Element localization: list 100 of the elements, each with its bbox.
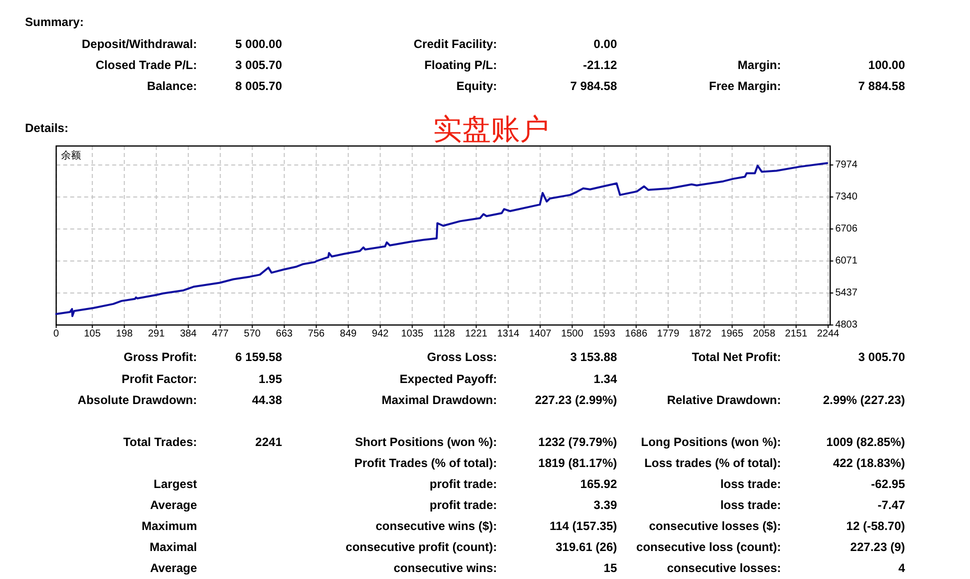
- x-tick-label: 1593: [593, 328, 616, 340]
- x-tick-label: 1314: [497, 328, 520, 340]
- text: 3 005.70: [235, 58, 282, 72]
- text: 227.23 (9): [850, 540, 906, 554]
- x-tick-label: 942: [372, 328, 390, 340]
- chart-title: Details:: [25, 121, 68, 135]
- text: 422 (18.83%): [832, 456, 906, 470]
- text: 7 984.58: [570, 79, 618, 93]
- x-tick-label: 1407: [529, 328, 552, 340]
- x-tick-label: 1221: [465, 328, 488, 340]
- text: Summary:: [25, 15, 84, 29]
- text: 4: [898, 561, 906, 575]
- x-tick-label: 756: [308, 328, 326, 340]
- text: Deposit/Withdrawal:: [82, 37, 197, 51]
- y-tick-label: 5437: [835, 288, 858, 299]
- text: Long Positions (won %):: [641, 435, 781, 449]
- text: Balance:: [146, 79, 197, 93]
- text: Gross Loss:: [426, 350, 497, 364]
- x-tick-label: 1128: [433, 328, 456, 340]
- x-tick-label: 570: [244, 328, 262, 340]
- text: Floating P/L:: [424, 58, 497, 72]
- text: loss trade:: [720, 498, 781, 512]
- text: Margin:: [738, 58, 781, 72]
- text: Largest: [154, 477, 197, 491]
- text: Loss trades (% of total):: [644, 456, 781, 470]
- y-tick-label: 4803: [835, 320, 858, 330]
- text: 8 005.70: [235, 79, 282, 93]
- x-tick-label: 849: [340, 328, 358, 340]
- x-tick-label: 105: [84, 328, 102, 340]
- text: Maximum: [142, 519, 197, 533]
- text: Free Margin:: [708, 79, 781, 93]
- text: Closed Trade P/L:: [96, 58, 197, 72]
- text: Total Net Profit:: [692, 350, 781, 364]
- text: 3.39: [594, 498, 618, 512]
- text: consecutive loss (count):: [636, 540, 781, 554]
- text: profit trade:: [430, 498, 497, 512]
- text: 1819 (81.17%): [538, 456, 617, 470]
- x-tick-label: 1779: [657, 328, 680, 340]
- text: -21.12: [582, 58, 618, 72]
- text: Maximal Drawdown:: [382, 393, 497, 407]
- text: Absolute Drawdown:: [78, 393, 197, 407]
- x-tick-label: 198: [116, 328, 134, 340]
- x-tick-label: 2151: [785, 328, 808, 340]
- x-tick-label: 1035: [401, 328, 424, 340]
- y-tick-label: 6706: [835, 223, 858, 234]
- text: profit trade:: [430, 477, 497, 491]
- text: 114 (157.35): [550, 519, 617, 533]
- x-tick-label: 0: [53, 328, 60, 340]
- text: consecutive profit (count):: [346, 540, 497, 554]
- text: 15: [604, 561, 618, 575]
- text: 7 884.58: [858, 79, 906, 93]
- text: 12 (-58.70): [846, 519, 905, 533]
- text: loss trade:: [720, 477, 781, 491]
- text: 100.00: [868, 58, 906, 72]
- text: Equity:: [456, 79, 497, 93]
- y-tick-label: 6071: [835, 256, 858, 267]
- text: -7.47: [878, 498, 906, 512]
- text: Profit Factor:: [122, 372, 197, 386]
- x-tick-label: 1500: [561, 328, 584, 340]
- text: 1.34: [594, 372, 618, 386]
- text: 0.00: [594, 37, 618, 51]
- x-tick-label: 1872: [689, 328, 712, 340]
- y-tick-label: 7340: [835, 191, 858, 202]
- text: 227.23 (2.99%): [534, 393, 617, 407]
- text: consecutive wins ($):: [376, 519, 497, 533]
- text: Average: [150, 498, 198, 512]
- y-tick-label: 7974: [835, 159, 858, 170]
- text: consecutive wins:: [394, 561, 497, 575]
- text: Total Trades:: [123, 435, 197, 449]
- text: 3 153.88: [570, 350, 618, 364]
- x-tick-label: 2244: [817, 328, 840, 340]
- chart-subtitle: 实盘账户: [433, 114, 549, 146]
- text: 5 000.00: [235, 37, 282, 51]
- text: 6 159.58: [235, 350, 282, 364]
- text: Credit Facility:: [414, 37, 497, 51]
- line-series: [55, 162, 828, 318]
- text: 3 005.70: [858, 350, 906, 364]
- text: consecutive losses ($):: [648, 519, 781, 533]
- text: Short Positions (won %):: [355, 435, 497, 449]
- x-tick-label: 2058: [753, 328, 776, 340]
- x-tick-label: 1965: [721, 328, 744, 340]
- x-tick-label: 1686: [625, 328, 648, 340]
- text: Maximal: [150, 540, 197, 554]
- text: 1009 (82.85%): [826, 435, 905, 449]
- x-tick-label: 291: [148, 328, 166, 340]
- text: -62.95: [870, 477, 906, 491]
- text: 2241: [255, 435, 282, 449]
- x-tick-label: 384: [180, 328, 198, 340]
- text: Profit Trades (% of total):: [354, 456, 497, 470]
- text: 1.95: [258, 372, 282, 386]
- text: Average: [150, 561, 198, 575]
- x-tick-label: 477: [212, 328, 230, 340]
- text: 165.92: [580, 477, 618, 491]
- text: 1232 (79.79%): [538, 435, 617, 449]
- text: 2.99% (227.23): [822, 393, 905, 407]
- text: 44.38: [252, 393, 282, 407]
- text: Relative Drawdown:: [666, 393, 781, 407]
- text: 319.61 (26): [556, 540, 617, 554]
- text: Expected Payoff:: [400, 372, 497, 386]
- text: Gross Profit:: [124, 350, 197, 364]
